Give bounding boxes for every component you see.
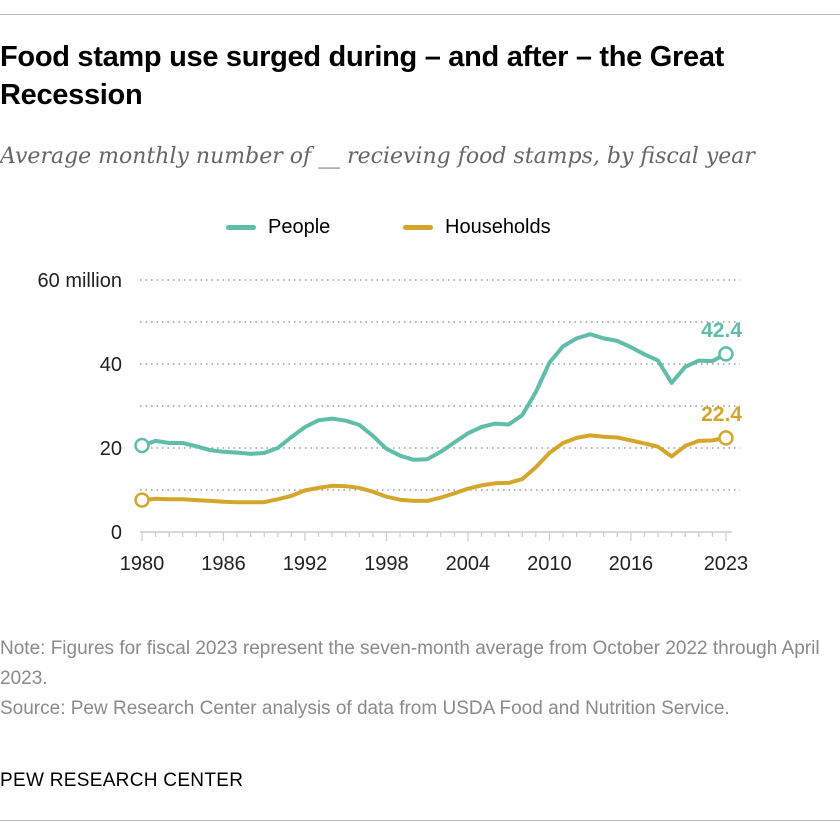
end-point-marker (718, 430, 734, 446)
x-tick-label: 2023 (704, 553, 749, 575)
x-tick-label: 1992 (283, 553, 328, 575)
bottom-rule (0, 820, 840, 821)
start-point-marker (134, 492, 150, 508)
start-point-marker (134, 437, 150, 454)
x-tick-label: 2016 (609, 553, 654, 575)
legend-item-people: People (226, 216, 330, 239)
chart-title: Food stamp use surged during – and after… (0, 41, 725, 111)
legend-swatch-people (226, 225, 256, 230)
legend-label-people: People (268, 216, 331, 238)
y-tick-label: 60 million (38, 270, 122, 292)
brand-logo-text: PEW RESEARCH CENTER (0, 770, 244, 791)
x-tick-label: 1986 (201, 553, 246, 575)
chart-subtitle: Average monthly number of __ recieving f… (0, 144, 755, 169)
end-data-label: 42.4 (701, 319, 742, 342)
x-tick-label: 1980 (120, 553, 165, 575)
series-line-people (140, 332, 728, 462)
line-chart: 0 20 40 60 million 1980 1986 1992 1998 2004 2010 2… (38, 270, 749, 575)
chart-note: Note: Figures for fiscal 2023 represent … (0, 638, 820, 689)
x-tick-label: 2010 (527, 553, 572, 575)
y-tick-label: 0 (111, 522, 122, 544)
top-rule (0, 14, 840, 15)
y-tick-label: 40 (100, 354, 122, 376)
end-point-marker (718, 346, 734, 362)
y-tick-label: 20 (100, 438, 122, 460)
legend-swatch-households (403, 225, 433, 230)
chart-source: Source: Pew Research Center analysis of … (0, 698, 730, 719)
x-tick-label: 2004 (446, 553, 491, 575)
series-line-households (140, 433, 728, 505)
x-tick-label: 1998 (364, 553, 409, 575)
legend-label-households: Households (445, 216, 551, 238)
legend-item-households: Households (403, 216, 551, 239)
end-data-label: 22.4 (701, 403, 742, 426)
